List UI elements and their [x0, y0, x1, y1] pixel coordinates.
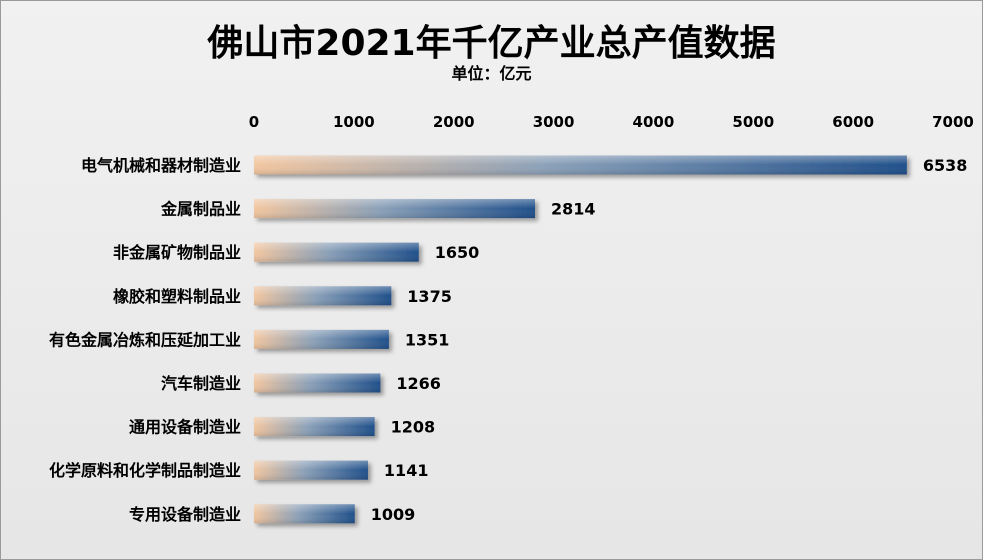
category-label: 橡胶和塑料制品业 [113, 287, 241, 306]
x-tick-label: 4000 [633, 113, 675, 131]
bar-highlight [254, 155, 907, 175]
category-label: 有色金属冶炼和压延加工业 [49, 330, 241, 349]
category-label: 化学原料和化学制品制造业 [49, 461, 241, 480]
x-tick-label: 3000 [533, 113, 575, 131]
x-tick-label: 2000 [433, 113, 475, 131]
bar-highlight [254, 373, 381, 393]
bar-highlight [254, 242, 419, 262]
category-label: 电气机械和器材制造业 [81, 156, 241, 175]
value-label: 1375 [407, 287, 452, 306]
category-label: 专用设备制造业 [129, 505, 241, 524]
bar-highlight [254, 329, 389, 349]
bar-highlight [254, 504, 355, 524]
chart-subtitle: 单位：亿元 [451, 64, 532, 83]
chart-title: 佛山市2021年千亿产业总产值数据 [207, 23, 776, 64]
x-tick-label: 7000 [932, 113, 974, 131]
value-label: 1009 [371, 505, 416, 524]
x-tick-label: 5000 [732, 113, 774, 131]
category-label: 汽车制造业 [161, 374, 241, 393]
value-label: 1351 [405, 330, 450, 349]
bars: 电气机械和器材制造业 6538 金属制品业 2814 非金属矿物制品业 1650 橡胶和塑料… [49, 155, 968, 524]
category-label: 通用设备制造业 [129, 418, 241, 437]
value-label: 1650 [435, 243, 480, 262]
x-tick-label: 1000 [333, 113, 375, 131]
bar-highlight [254, 199, 535, 219]
x-tick-label: 0 [249, 113, 259, 131]
value-label: 2814 [551, 200, 596, 219]
value-label: 1208 [391, 418, 436, 437]
category-label: 非金属矿物制品业 [113, 243, 241, 262]
value-label: 1141 [384, 461, 429, 480]
value-label: 6538 [923, 156, 968, 175]
bar-highlight [254, 286, 392, 306]
bar-highlight [254, 460, 368, 480]
x-axis: 0 1000 2000 3000 4000 5000 6000 7000 [249, 113, 974, 131]
value-label: 1266 [396, 374, 441, 393]
x-tick-label: 6000 [832, 113, 874, 131]
bar-highlight [254, 417, 375, 437]
category-label: 金属制品业 [160, 200, 241, 219]
